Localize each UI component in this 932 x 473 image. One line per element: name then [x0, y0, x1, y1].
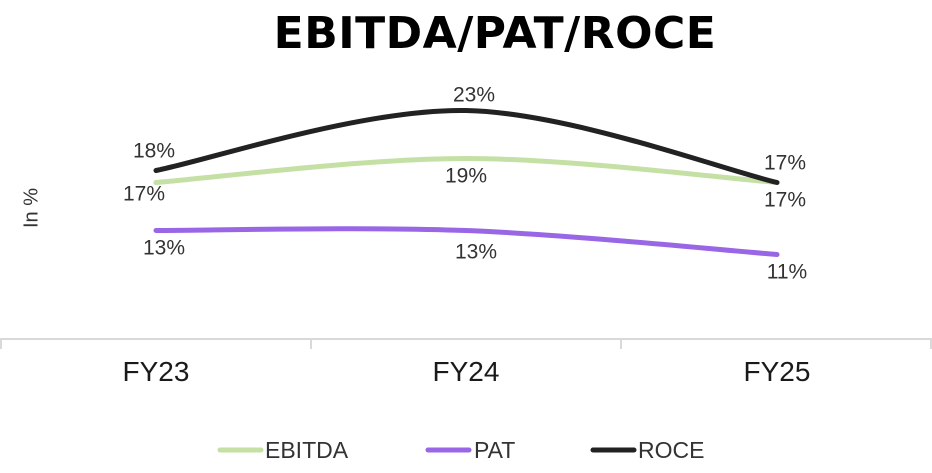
- chart-title: EBITDA/PAT/ROCE: [273, 8, 717, 59]
- data-label-roce-fy25: 17%: [764, 152, 806, 175]
- data-label-ebitda-fy23: 17%: [123, 183, 165, 206]
- x-tick-label-fy24: FY24: [433, 356, 500, 387]
- data-label-pat-fy25: 11%: [767, 261, 807, 284]
- legend-label-pat: PAT: [474, 437, 515, 463]
- series-line-pat: [153, 226, 780, 257]
- x-tick-label-fy25: FY25: [744, 356, 811, 387]
- legend-label-roce: ROCE: [638, 437, 704, 463]
- series-line-roce: [153, 107, 780, 185]
- data-label-pat-fy23: 13%: [143, 237, 185, 260]
- data-label-ebitda-fy24: 19%: [445, 165, 487, 188]
- series-line-ebitda: [153, 155, 780, 185]
- data-label-roce-fy23: 18%: [133, 140, 175, 163]
- data-label-roce-fy24: 23%: [453, 84, 495, 107]
- x-tick-label-fy23: FY23: [123, 356, 190, 387]
- data-label-pat-fy24: 13%: [455, 241, 497, 264]
- legend-label-ebitda: EBITDA: [265, 437, 349, 463]
- data-label-ebitda-fy25: 17%: [764, 189, 806, 212]
